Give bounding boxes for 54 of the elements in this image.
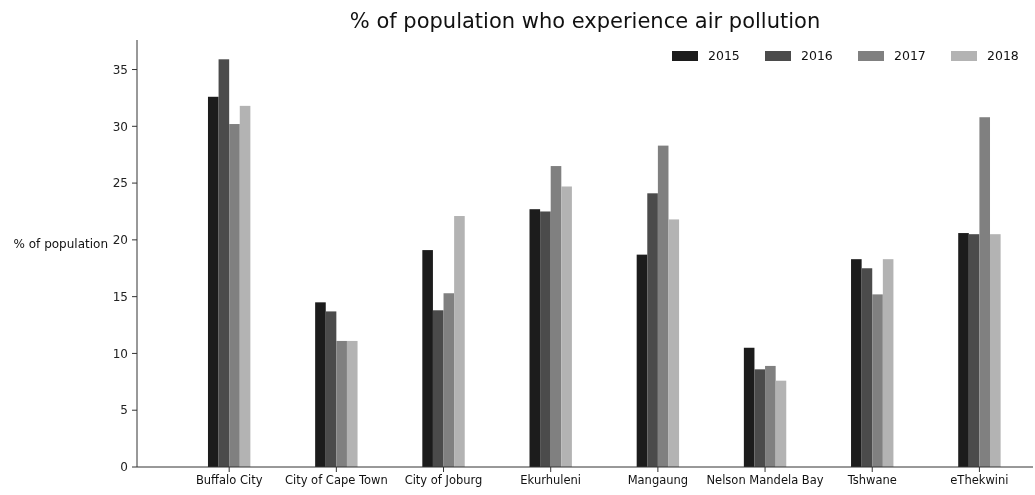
- x-tick-label: Buffalo City: [195, 473, 263, 487]
- bar: [775, 380, 787, 467]
- y-tick-label: 5: [120, 403, 128, 418]
- bar: [239, 105, 251, 467]
- chart-title: % of population who experience air pollution: [349, 9, 821, 33]
- y-tick-label: 0: [120, 460, 128, 475]
- bar: [958, 233, 969, 467]
- bar: [315, 302, 326, 467]
- bar: [968, 234, 980, 467]
- bar: [432, 310, 444, 467]
- bar: [325, 311, 337, 467]
- bar: [422, 250, 433, 467]
- x-tick-label: City of Joburg: [404, 473, 483, 487]
- bar: [336, 340, 347, 467]
- y-tick-label: 15: [112, 289, 128, 304]
- x-tick-label: City of Cape Town: [284, 473, 388, 487]
- bar: [882, 259, 894, 467]
- x-tick-label: Ekurhuleni: [520, 473, 582, 487]
- legend-label: 2017: [894, 48, 926, 64]
- bar: [529, 209, 541, 467]
- bar: [861, 268, 873, 467]
- bar: [851, 259, 862, 467]
- y-tick-label: 25: [112, 176, 128, 191]
- x-tick-label: Tshwane: [846, 473, 897, 487]
- bar: [668, 219, 680, 467]
- bar: [229, 124, 240, 467]
- bar: [346, 340, 358, 467]
- bar: [454, 216, 465, 467]
- bar: [443, 293, 455, 467]
- bar: [218, 59, 230, 467]
- x-tick-label: Mangaung: [627, 473, 689, 487]
- bar: [765, 365, 776, 467]
- bar: [872, 294, 883, 467]
- legend-label: 2015: [708, 48, 740, 64]
- x-tick-label: Nelson Mandela Bay: [706, 473, 824, 487]
- y-tick-label: 10: [112, 346, 128, 361]
- bar: [979, 117, 991, 467]
- bar: [754, 369, 766, 467]
- bar: [647, 193, 658, 467]
- bar: [657, 145, 669, 467]
- legend-label: 2016: [801, 48, 833, 64]
- bar: [550, 166, 562, 467]
- legend-label: 2018: [987, 48, 1019, 64]
- bar: [743, 347, 755, 467]
- x-tick-label: eThekwini: [950, 473, 1009, 487]
- bar: [561, 186, 572, 467]
- bar: [207, 96, 219, 467]
- y-axis-title: % of population: [13, 237, 108, 251]
- bar: [990, 234, 1001, 467]
- bar: [540, 211, 551, 467]
- bar: [636, 254, 648, 467]
- y-tick-label: 35: [112, 62, 128, 77]
- y-tick-label: 30: [112, 119, 128, 134]
- y-tick-label: 20: [112, 233, 128, 248]
